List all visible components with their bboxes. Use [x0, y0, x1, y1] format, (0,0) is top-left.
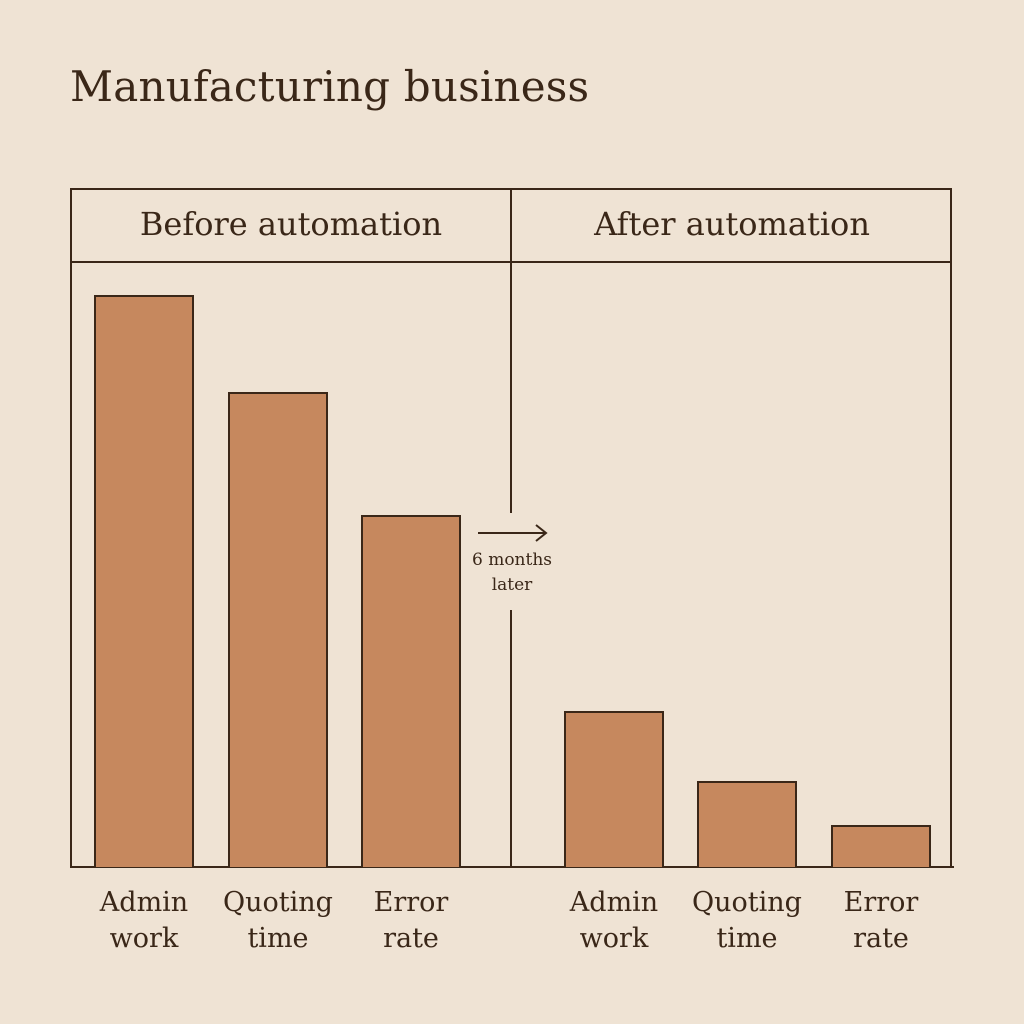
x-label: Quoting time — [213, 885, 343, 957]
annotation-line-2: later — [491, 575, 533, 595]
x-label-line: Quoting — [223, 887, 333, 918]
x-label-line: rate — [853, 923, 909, 954]
x-label-line: Error — [373, 887, 449, 918]
panel-divider — [510, 188, 512, 513]
x-label-line: Admin — [99, 887, 189, 918]
baseline — [70, 866, 954, 868]
panel-title-after: After automation — [594, 205, 870, 243]
bar-after-admin-work — [564, 711, 664, 867]
bar-after-error-rate — [831, 825, 931, 867]
x-label-line: time — [247, 923, 309, 954]
x-label-line: time — [716, 923, 778, 954]
x-label-line: Quoting — [692, 887, 802, 918]
chart-title: Manufacturing business — [70, 62, 590, 111]
x-label-line: Error — [843, 887, 919, 918]
x-label: Admin work — [79, 885, 209, 957]
bar-before-admin-work — [94, 295, 194, 867]
panel-divider — [510, 610, 512, 868]
arrow-right-icon — [478, 524, 548, 542]
bar-before-error-rate — [361, 515, 461, 867]
bar-after-quoting-time — [697, 781, 797, 867]
x-label: Error rate — [816, 885, 946, 957]
x-label: Quoting time — [682, 885, 812, 957]
x-label-line: rate — [383, 923, 439, 954]
x-label-line: work — [109, 923, 179, 954]
annotation-line-1: 6 months — [471, 550, 553, 570]
x-label-line: work — [579, 923, 649, 954]
x-label: Admin work — [549, 885, 679, 957]
panel-title-before: Before automation — [139, 205, 443, 243]
x-label-line: Admin — [569, 887, 659, 918]
annotation-text: 6 months later — [462, 548, 562, 598]
bar-before-quoting-time — [228, 392, 328, 867]
x-label: Error rate — [346, 885, 476, 957]
